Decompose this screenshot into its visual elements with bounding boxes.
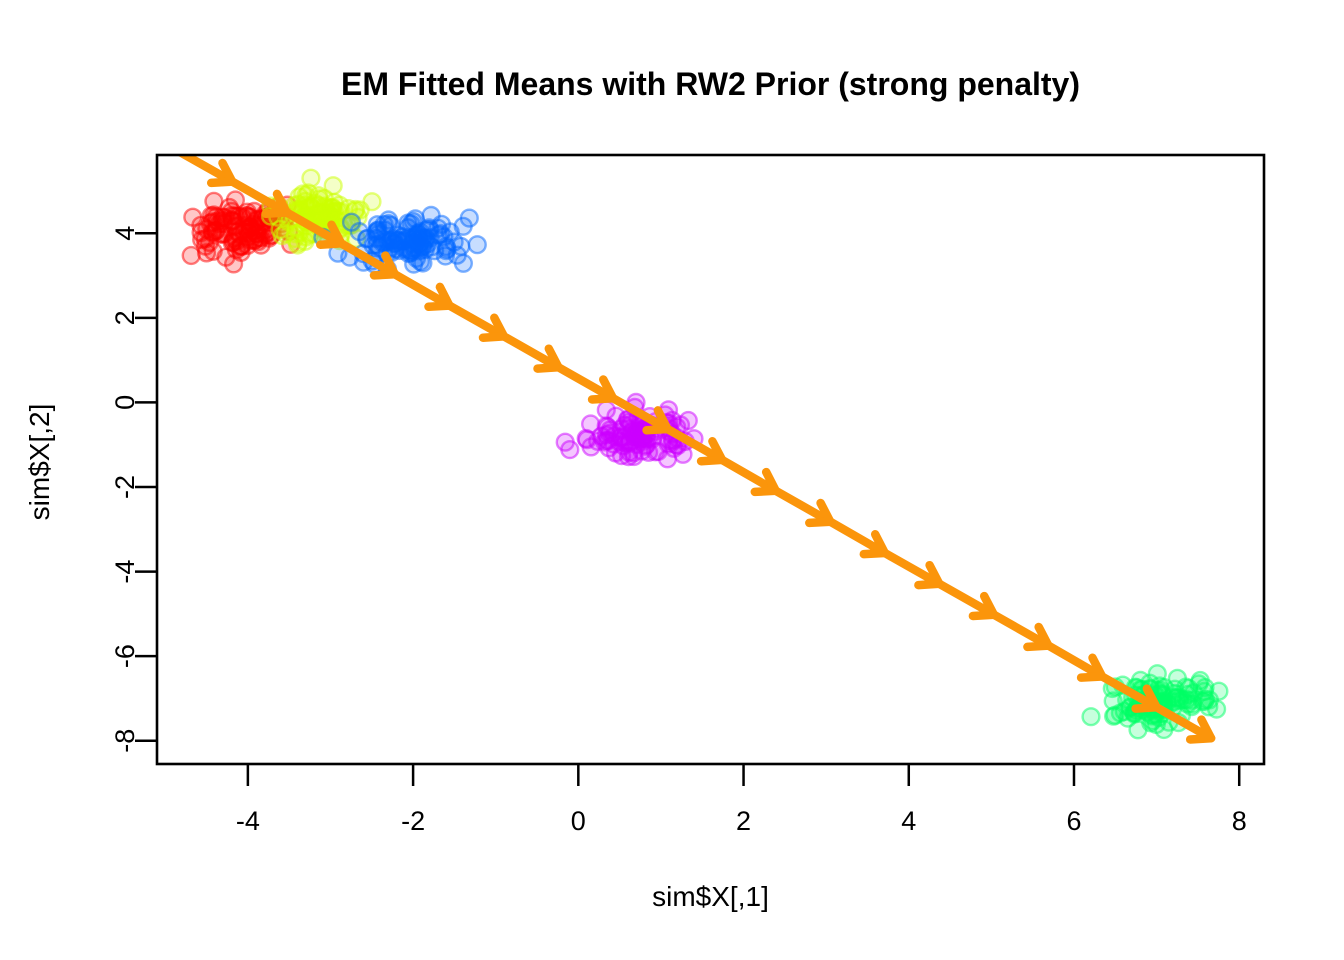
- scatter-point: [576, 428, 596, 449]
- arrowhead-icon: [533, 344, 563, 373]
- scatter-point: [394, 238, 414, 258]
- arrowhead-icon: [1023, 622, 1053, 652]
- x-tick-label: 6: [1066, 806, 1081, 836]
- arrowhead-icon: [1185, 715, 1216, 744]
- arrowhead-icon: [642, 406, 672, 435]
- scatter-point: [285, 228, 305, 249]
- arrowhead-icon: [478, 313, 509, 342]
- y-tick-label: -6: [110, 644, 140, 668]
- x-tick-label: 8: [1232, 806, 1247, 836]
- scatter-point: [624, 446, 644, 467]
- arrowhead-icon: [424, 282, 454, 311]
- arrowhead-icon: [750, 467, 781, 497]
- scatter-point: [404, 254, 424, 274]
- y-tick-label: -4: [110, 560, 140, 584]
- scatter-point: [234, 216, 254, 236]
- cluster-blue: [313, 205, 487, 279]
- arrowhead-icon: [1131, 684, 1161, 713]
- arrowhead-icon: [316, 220, 346, 249]
- scatter-point: [357, 229, 377, 249]
- scatter-point: [1163, 692, 1183, 712]
- x-tick-label: 2: [736, 806, 751, 836]
- plot-frame: [155, 153, 1266, 766]
- scatter-point: [204, 191, 224, 211]
- x-tick-label: 4: [901, 806, 916, 836]
- arrowhead-icon: [1076, 653, 1107, 682]
- scatter-point: [420, 220, 440, 240]
- scatter-point: [301, 168, 321, 188]
- scatter-point: [611, 419, 632, 439]
- scatter-point: [377, 232, 397, 252]
- scatter-point: [1103, 706, 1124, 726]
- arrowhead-icon: [914, 560, 944, 590]
- y-tick-label: 0: [110, 395, 140, 410]
- x-tick-label: -4: [236, 806, 260, 836]
- scatter-point: [191, 222, 211, 242]
- y-tick-label: -8: [110, 729, 140, 753]
- y-tick-label: 2: [110, 310, 140, 325]
- chart-title: EM Fitted Means with RW2 Prior (strong p…: [340, 66, 1080, 102]
- scatter-point: [453, 253, 473, 273]
- scatter-point: [314, 188, 334, 208]
- arrowhead-icon: [587, 375, 618, 404]
- arrowhead-icon: [968, 591, 999, 621]
- scatter-point: [1181, 690, 1202, 710]
- scatter-point: [596, 416, 616, 436]
- arrowhead-icon: [859, 530, 890, 559]
- scatter-point: [467, 235, 487, 255]
- y-tick-label: -2: [110, 475, 140, 499]
- cluster-green: [1081, 664, 1229, 740]
- scatter-point: [436, 241, 456, 261]
- scatter-point: [224, 254, 244, 274]
- arrowhead-icon: [805, 498, 835, 528]
- arrowhead-icon: [261, 189, 291, 219]
- scatter-point: [367, 215, 387, 235]
- x-tick-label: -2: [401, 806, 425, 836]
- scatter-point: [214, 214, 234, 234]
- scatter-point: [605, 443, 626, 463]
- em-means-line: [176, 155, 1216, 743]
- arrowhead-icon: [696, 437, 727, 466]
- plot-content: [176, 155, 1229, 744]
- scatter-point: [645, 442, 666, 462]
- scatter-point: [1081, 707, 1101, 727]
- scatter-point: [298, 197, 318, 217]
- scatter-point: [664, 438, 684, 458]
- arrowhead-icon: [369, 251, 400, 280]
- y-axis-label: sim$X[,2]: [24, 403, 55, 521]
- arrowhead-icon: [206, 158, 237, 188]
- scatter-point: [1128, 720, 1148, 740]
- scatter-point: [560, 440, 580, 460]
- scatter-point: [1189, 674, 1209, 694]
- scatter-point: [1154, 719, 1174, 740]
- em-means-path: [176, 155, 1216, 744]
- y-tick-label: 4: [110, 226, 140, 241]
- scatter-point: [459, 208, 479, 228]
- x-tick-label: 0: [571, 806, 586, 836]
- x-axis-label: sim$X[,1]: [652, 881, 769, 912]
- scatter-point: [196, 243, 217, 263]
